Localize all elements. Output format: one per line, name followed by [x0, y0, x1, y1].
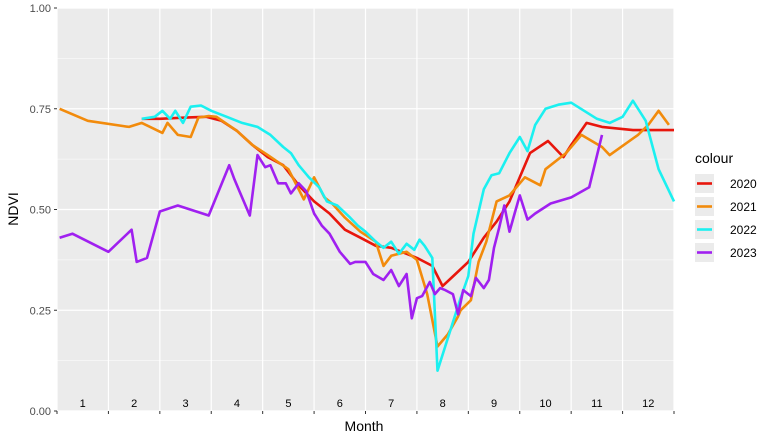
plot-panel: [56, 7, 675, 412]
month-label: 7: [388, 398, 394, 410]
y-axis: 0.00 0.25 0.50 0.75 1.00: [30, 3, 57, 418]
series-line-2021: [59, 107, 670, 348]
month-label: 11: [591, 398, 602, 410]
month-label: 12: [642, 398, 654, 410]
series-lines: [59, 99, 676, 372]
month-label: 6: [337, 398, 343, 410]
month-label: 1: [80, 398, 86, 410]
y-tick-label: 0.75: [30, 104, 51, 116]
legend-label-2020: 2020: [730, 177, 757, 191]
y-tick-label: 1.00: [30, 3, 51, 15]
series-line-2022: [141, 99, 676, 372]
legend-label-2022: 2022: [730, 223, 757, 237]
y-tick-label: 0.50: [30, 205, 51, 217]
y-tick-label: 0.00: [30, 406, 51, 418]
legend: colour 2020 2021 2022 2023: [695, 150, 757, 262]
x-axis-title: Month: [345, 418, 384, 434]
legend-label-2021: 2021: [730, 200, 757, 214]
month-label: 5: [285, 398, 291, 410]
month-label: 8: [440, 398, 446, 410]
y-axis-title: NDVI: [5, 192, 21, 225]
legend-label-2023: 2023: [730, 246, 757, 260]
month-tick-labels: 1 2 3 4 5 6 7 8 9 10 11 12: [80, 398, 655, 410]
y-tick-label: 0.25: [30, 305, 51, 317]
month-label: 3: [182, 398, 188, 410]
legend-title: colour: [695, 150, 733, 166]
month-label: 9: [491, 398, 497, 410]
series-line-2023: [59, 134, 604, 320]
month-label: 2: [131, 398, 137, 410]
x-axis: [56, 411, 675, 414]
month-label: 4: [234, 398, 240, 410]
month-label: 10: [539, 398, 551, 410]
